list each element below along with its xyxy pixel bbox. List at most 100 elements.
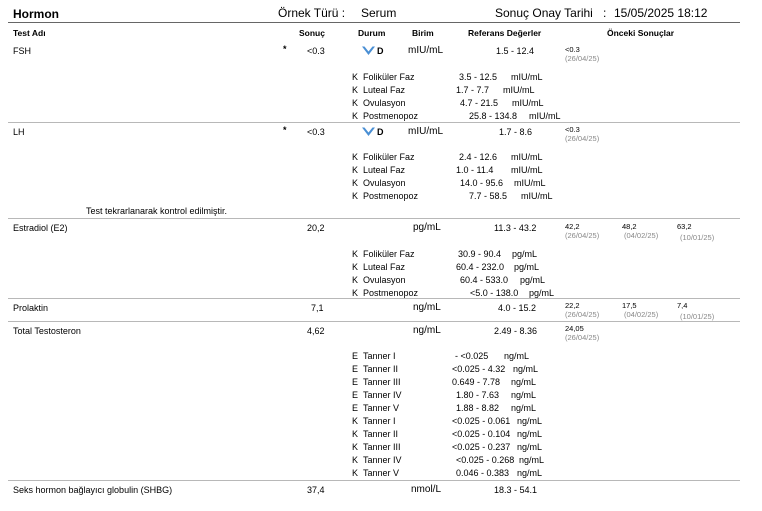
subref-unit: ng/mL xyxy=(517,442,543,452)
subref-range: 14.0 - 95.6 xyxy=(460,178,504,188)
result-value: 37,4 xyxy=(307,485,325,495)
subref-code: E xyxy=(352,403,359,413)
result-value: 4,62 xyxy=(307,326,325,336)
subref-label: Foliküler Faz xyxy=(363,72,415,82)
subref-label: Tanner II xyxy=(363,364,399,374)
test-name-prolaktin: Prolaktin xyxy=(13,303,49,313)
subref-unit: ng/mL xyxy=(517,416,543,426)
subref-label: Tanner III xyxy=(363,442,401,452)
result-flag: * xyxy=(283,125,287,135)
unit: mIU/mL xyxy=(408,126,443,137)
subref-label: Postmenopoz xyxy=(363,111,419,121)
subref-label: Postmenopoz xyxy=(363,191,419,201)
subref-label: Luteal Faz xyxy=(363,165,406,175)
subref-unit: mIU/mL xyxy=(511,72,543,82)
reference-range: 2.49 - 8.36 xyxy=(494,326,538,336)
subref-unit: ng/mL xyxy=(504,351,530,361)
subref-range: 1.7 - 7.7 xyxy=(456,85,490,95)
subref-label: Ovulasyon xyxy=(363,98,406,108)
subref-code: K xyxy=(352,191,359,201)
subref-label: Tanner V xyxy=(363,403,400,413)
unit: nmol/L xyxy=(411,484,442,495)
subref-label: Foliküler Faz xyxy=(363,152,415,162)
subref-code: E xyxy=(352,390,359,400)
unit: pg/mL xyxy=(413,222,441,233)
subref-unit: ng/mL xyxy=(513,364,539,374)
test-name-fsh: FSH xyxy=(13,46,31,56)
subref-code: K xyxy=(352,72,359,82)
previous-value: 42,2 xyxy=(565,222,580,231)
subref-code: K xyxy=(352,416,359,426)
test-name-lh: LH xyxy=(13,127,25,137)
previous-value: 17,5 xyxy=(622,301,637,310)
subref-label: Tanner IV xyxy=(363,390,402,400)
previous-value: 22,2 xyxy=(565,301,580,310)
previous-date: (04/02/25) xyxy=(624,231,659,240)
subref-label: Ovulasyon xyxy=(363,178,406,188)
subref-range: 60.4 - 232.0 xyxy=(456,262,505,272)
test-name-shbg: Seks hormon bağlayıcı globulin (SHBG) xyxy=(13,485,173,495)
test-note: Test tekrarlanarak kontrol edilmiştir. xyxy=(86,206,228,216)
unit: mIU/mL xyxy=(408,45,443,56)
row-divider xyxy=(8,298,740,299)
reference-range: 1.5 - 12.4 xyxy=(496,46,535,56)
subref-code: E xyxy=(352,364,359,374)
subref-unit: mIU/mL xyxy=(511,165,543,175)
subref-code: E xyxy=(352,351,359,361)
subref-unit: ng/mL xyxy=(511,390,537,400)
subref-code: K xyxy=(352,288,359,298)
test-name-total-testosteron: Total Testosteron xyxy=(13,326,81,336)
chevron-down-icon xyxy=(361,125,376,143)
row-divider xyxy=(8,122,740,123)
reference-range: 11.3 - 43.2 xyxy=(494,223,537,233)
subref-code: K xyxy=(352,275,359,285)
previous-value: <0.3 xyxy=(565,125,580,134)
subref-unit: ng/mL xyxy=(517,429,543,439)
subref-range: 30.9 - 90.4 xyxy=(458,249,502,259)
previous-value: <0.3 xyxy=(565,45,580,54)
subref-code: K xyxy=(352,262,359,272)
subref-range: <0.025 - 0.061 xyxy=(452,416,511,426)
subref-unit: mIU/mL xyxy=(511,152,543,162)
subref-label: Tanner III xyxy=(363,377,401,387)
column-header-unit: Birim xyxy=(412,28,434,38)
subref-unit: mIU/mL xyxy=(514,178,546,188)
previous-date: (10/01/25) xyxy=(680,312,715,321)
column-header-status: Durum xyxy=(358,28,386,38)
subref-range: 1.0 - 11.4 xyxy=(456,165,494,175)
subref-unit: ng/mL xyxy=(511,403,537,413)
approval-date-value: 15/05/2025 18:12 xyxy=(614,6,708,20)
subref-code: K xyxy=(352,178,359,188)
subref-code: K xyxy=(352,111,359,121)
row-divider xyxy=(8,218,740,219)
subref-range: 2.4 - 12.6 xyxy=(459,152,498,162)
unit: ng/mL xyxy=(413,325,441,336)
status-text: D xyxy=(377,127,384,137)
subref-range: 4.7 - 21.5 xyxy=(460,98,499,108)
subref-range: 25.8 - 134.8 xyxy=(469,111,518,121)
previous-date: (26/04/25) xyxy=(565,54,600,63)
subref-label: Ovulasyon xyxy=(363,275,406,285)
section-title: Hormon xyxy=(13,7,59,21)
subref-range: 1.88 - 8.82 xyxy=(456,403,500,413)
subref-label: Tanner V xyxy=(363,468,400,478)
result-value: 7,1 xyxy=(311,303,324,313)
subref-label: Tanner I xyxy=(363,416,396,426)
subref-range: 1.80 - 7.63 xyxy=(456,390,500,400)
previous-date: (26/04/25) xyxy=(565,333,600,342)
previous-date: (26/04/25) xyxy=(565,231,600,240)
result-value: <0.3 xyxy=(307,46,325,56)
subref-label: Luteal Faz xyxy=(363,262,406,272)
reference-range: 4.0 - 15.2 xyxy=(498,303,537,313)
subref-unit: pg/mL xyxy=(512,249,538,259)
previous-value: 48,2 xyxy=(622,222,637,231)
subref-code: K xyxy=(352,429,359,439)
subref-unit: pg/mL xyxy=(514,262,540,272)
subref-range: 0.649 - 7.78 xyxy=(452,377,501,387)
column-header-result: Sonuç xyxy=(299,28,325,38)
subref-range: <0.025 - 4.32 xyxy=(452,364,506,374)
result-flag: * xyxy=(283,44,287,54)
subref-code: K xyxy=(352,152,359,162)
subref-label: Tanner IV xyxy=(363,455,402,465)
subref-label: Foliküler Faz xyxy=(363,249,415,259)
